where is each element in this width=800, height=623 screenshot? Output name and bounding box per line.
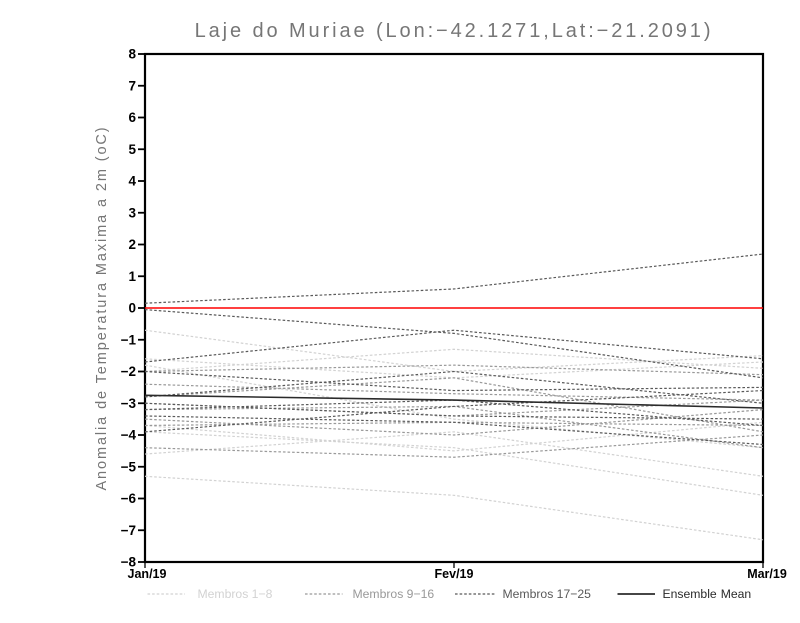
svg-text:1: 1 <box>128 269 136 284</box>
svg-text:Fev/19: Fev/19 <box>435 567 474 581</box>
svg-text:8: 8 <box>128 47 136 62</box>
svg-text:Membros 17−25: Membros 17−25 <box>503 587 592 601</box>
svg-text:7: 7 <box>128 78 136 93</box>
svg-text:6: 6 <box>128 110 136 125</box>
svg-text:Anomalia de Temperatura Maxima: Anomalia de Temperatura Maxima a 2m (oC) <box>94 125 110 490</box>
svg-text:−7: −7 <box>121 523 136 538</box>
svg-text:2: 2 <box>128 237 136 252</box>
svg-text:4: 4 <box>128 174 136 189</box>
svg-text:0: 0 <box>128 301 136 316</box>
svg-text:−6: −6 <box>121 491 137 506</box>
svg-text:Jan/19: Jan/19 <box>128 567 167 581</box>
svg-text:−5: −5 <box>121 459 137 474</box>
svg-text:−3: −3 <box>121 396 137 411</box>
svg-text:Membros 9−16: Membros 9−16 <box>353 587 435 601</box>
svg-text:−1: −1 <box>121 332 137 347</box>
svg-text:−4: −4 <box>121 428 137 443</box>
svg-text:Laje do Muriae (Lon:−42.1271,L: Laje do Muriae (Lon:−42.1271,Lat:−21.209… <box>195 20 714 42</box>
svg-text:3: 3 <box>128 205 136 220</box>
svg-text:Membros 1−8: Membros 1−8 <box>198 587 273 601</box>
svg-text:Mar/19: Mar/19 <box>747 567 787 581</box>
svg-text:−2: −2 <box>121 364 136 379</box>
svg-text:5: 5 <box>128 142 136 157</box>
